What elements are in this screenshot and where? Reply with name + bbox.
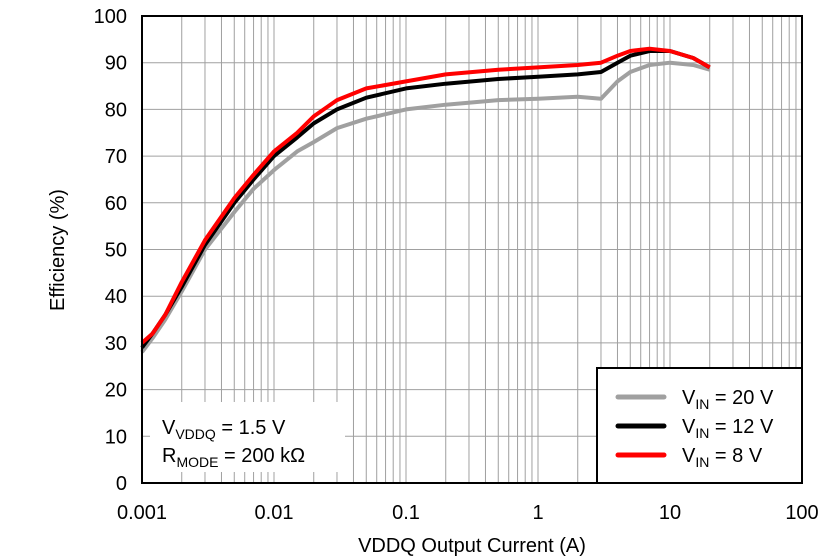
series-line-0 <box>140 60 711 354</box>
x-axis-label: VDDQ Output Current (A) <box>358 535 586 557</box>
y-tick-label: 40 <box>105 286 127 308</box>
x-tick-label: 0.001 <box>117 502 167 524</box>
legend-label: VIN = 20 V <box>682 387 774 412</box>
legend-label: VIN = 12 V <box>682 416 774 441</box>
y-tick-label: 30 <box>105 333 127 355</box>
y-tick-label: 90 <box>105 53 127 75</box>
series-line-2 <box>140 46 711 345</box>
x-tick-label: 1 <box>532 502 543 524</box>
x-tick-label: 0.1 <box>392 502 420 524</box>
y-tick-label: 0 <box>116 473 127 495</box>
tick-labels: 0.001 0.01 0.1 1 10 100 0 10 20 30 40 50 60 70 80 90 100 <box>94 6 819 524</box>
legend: VIN = 20 V VIN = 12 V VIN = 8 V <box>596 367 803 484</box>
y-tick-label: 50 <box>105 240 127 262</box>
y-tick-label: 70 <box>105 146 127 168</box>
y-tick-label: 100 <box>94 6 127 28</box>
y-tick-label: 60 <box>105 193 127 215</box>
x-tick-label: 0.01 <box>255 502 294 524</box>
y-tick-label: 80 <box>105 99 127 121</box>
y-axis-label: Efficiency (%) <box>47 189 69 311</box>
legend-label: VIN = 8 V <box>682 445 763 470</box>
plot-frame <box>141 15 803 484</box>
x-tick-label: 100 <box>785 502 818 524</box>
y-tick-label: 20 <box>105 380 127 402</box>
annotation-rmode: RMODE = 200 kΩ <box>162 445 305 470</box>
y-tick-label: 10 <box>105 426 127 448</box>
annotation-vddq: VVDDQ = 1.5 V <box>162 417 286 442</box>
annotation-box: VVDDQ = 1.5 V RMODE = 200 kΩ <box>150 402 345 472</box>
series-lines <box>140 46 711 354</box>
x-tick-label: 10 <box>659 502 681 524</box>
series-line-1 <box>140 49 711 349</box>
